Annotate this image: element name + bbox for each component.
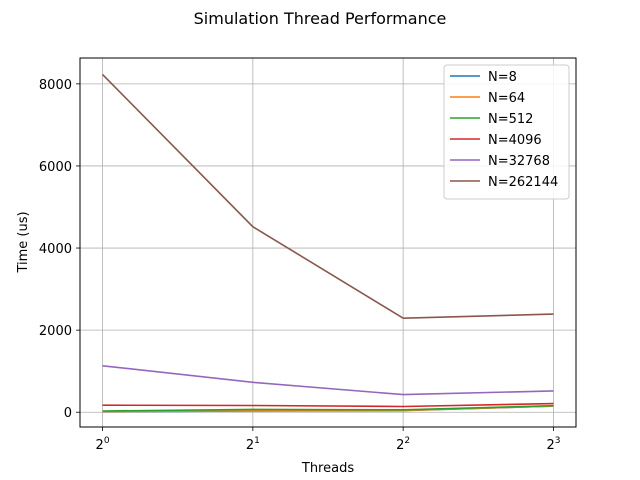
ticks: 20 21 22 23 0 2000 4000 6000 8000 — [39, 78, 561, 453]
plot-frame — [79, 57, 577, 428]
y-tick-label: 4000 — [39, 242, 72, 257]
series-line-n-512 — [102, 404, 554, 412]
legend-label: N=64 — [488, 91, 525, 106]
chart-title: Simulation Thread Performance — [194, 9, 447, 28]
legend-label: N=4096 — [488, 133, 542, 148]
x-tick-label: 21 — [246, 436, 260, 453]
y-tick-label: 8000 — [39, 78, 72, 93]
series-line-n-32768 — [102, 365, 554, 396]
y-tick-label: 6000 — [39, 160, 72, 175]
legend-label: N=8 — [488, 70, 517, 85]
legend-box — [443, 64, 570, 200]
series-lines — [101, 73, 554, 413]
x-tick-label: 22 — [396, 436, 410, 453]
legend-label: N=32768 — [488, 154, 550, 169]
series-line-n-4096 — [102, 402, 554, 408]
y-axis-label: Time (us) — [16, 211, 31, 273]
y-tick-label: 0 — [64, 406, 72, 421]
x-tick-label: 20 — [96, 436, 110, 453]
series-line-n-262144 — [101, 73, 554, 320]
legend: N=8 N=64 N=512 N=4096 N=32768 N=262144 — [443, 64, 570, 200]
y-tick-label: 2000 — [39, 324, 72, 339]
legend-label: N=512 — [488, 112, 533, 127]
x-axis-label: Threads — [301, 461, 354, 476]
legend-label: N=262144 — [488, 175, 558, 190]
x-tick-label: 23 — [546, 436, 560, 453]
